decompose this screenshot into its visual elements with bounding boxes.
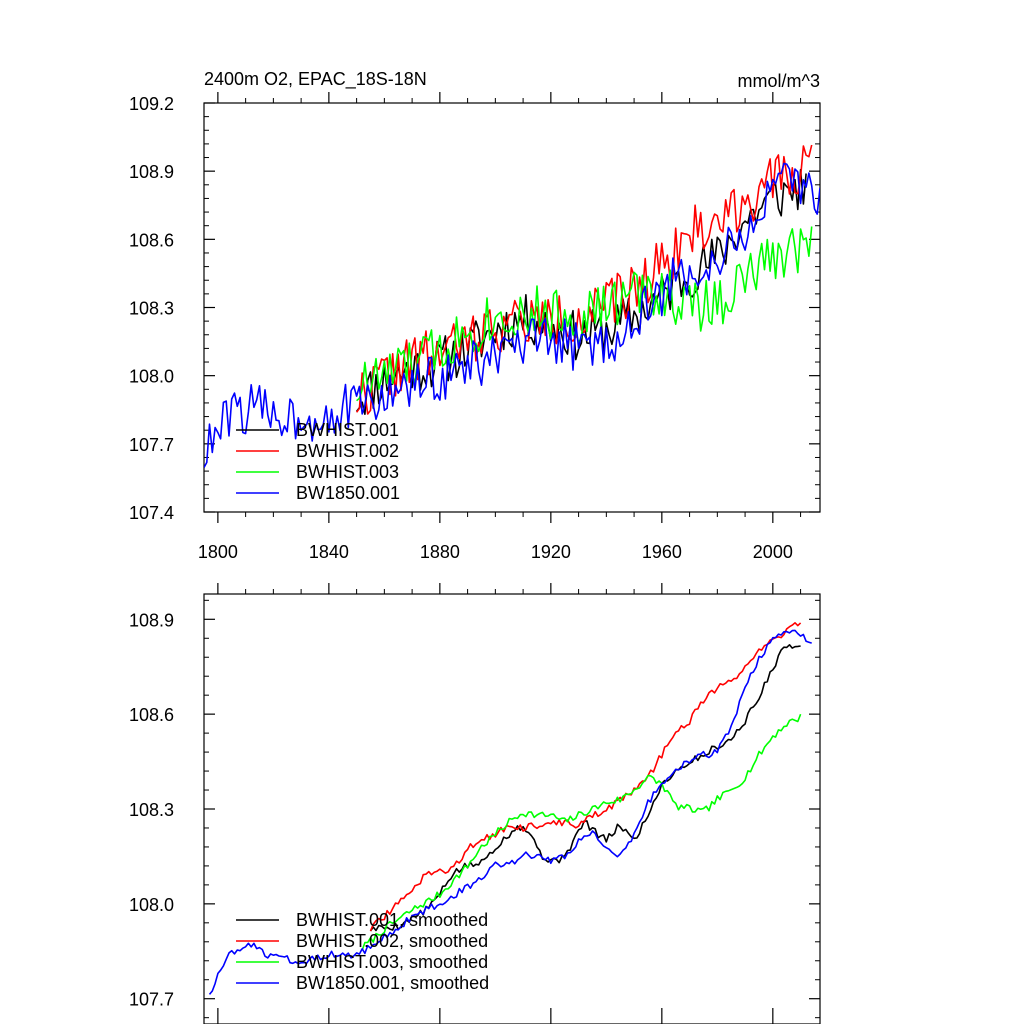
top-y-tick-label: 107.7	[129, 435, 174, 455]
top-y-tick-label: 108.6	[129, 230, 174, 250]
top-y-tick-label: 108.3	[129, 299, 174, 319]
top-x-tick-label: 1840	[309, 542, 349, 562]
chart-title: 2400m O2, EPAC_18S-18N	[204, 69, 427, 90]
bottom-y-tick-label: 107.7	[129, 990, 174, 1010]
bottom-y-tick-label: 108.6	[129, 705, 174, 725]
series-line-bwhist-001	[355, 168, 807, 416]
top-x-tick-label: 1800	[198, 542, 238, 562]
units-label: mmol/m^3	[738, 71, 820, 91]
series-line-bw1850-001-smoothed	[208, 629, 812, 995]
top-y-tick-label: 108.0	[129, 367, 174, 387]
bottom-y-tick-label: 108.9	[129, 610, 174, 630]
legend-label-bwhist-001-smoothed: BWHIST.001, smoothed	[296, 910, 488, 930]
series-line-bwhist-003-smoothed	[361, 713, 802, 951]
top-x-tick-label: 1920	[531, 542, 571, 562]
series-line-bw1850-001	[204, 162, 820, 468]
series-line-bwhist-003	[356, 226, 813, 402]
legend-label-bw1850-001-smoothed: BW1850.001, smoothed	[296, 973, 489, 993]
legend-label-bwhist-003-smoothed: BWHIST.003, smoothed	[296, 952, 488, 972]
series-line-bwhist-002-smoothed	[369, 621, 802, 932]
top-x-tick-label: 1880	[420, 542, 460, 562]
bottom-y-tick-label: 108.3	[129, 800, 174, 820]
legend-label-bwhist-002-smoothed: BWHIST.002, smoothed	[296, 931, 488, 951]
legend-label-bwhist-003: BWHIST.003	[296, 462, 399, 482]
legend-label-bw1850-001: BW1850.001	[296, 483, 400, 503]
top-y-tick-label: 107.4	[129, 503, 174, 523]
top-x-tick-label: 1960	[642, 542, 682, 562]
bottom-panel: 107.7 108.0 108.3 108.6 108.9 BWHIST.001, smo…	[129, 583, 821, 1025]
bottom-y-tick-label: 108.0	[129, 895, 174, 915]
top-y-tick-label: 109.2	[129, 94, 174, 114]
top-y-tick-label: 108.9	[129, 162, 174, 182]
top-panel: 107.4 107.7 108.0 108.3 108.6 108.9 109.2 1800 1…	[129, 92, 821, 562]
legend-label-bwhist-001: BWHIST.001	[296, 420, 399, 440]
legend-label-bwhist-002: BWHIST.002	[296, 441, 399, 461]
top-x-tick-label: 2000	[753, 542, 793, 562]
